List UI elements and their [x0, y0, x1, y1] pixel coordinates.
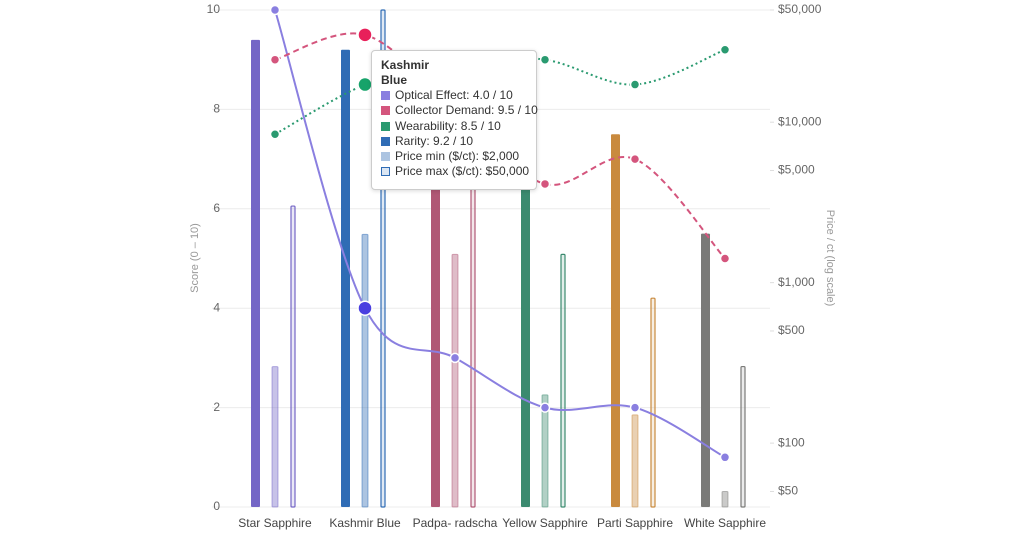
tooltip-title: Blue: [381, 73, 408, 87]
bar: [361, 233, 369, 508]
point: [449, 352, 461, 364]
x-tick-label: Kashmir Blue: [329, 516, 401, 530]
x-tick-label: White Sapphire: [684, 516, 766, 530]
tooltip-item: Price max ($/ct): $50,000: [381, 164, 530, 179]
bar: [271, 366, 279, 508]
point: [629, 402, 641, 413]
y-tick-label: 6: [213, 201, 220, 215]
y-tick-label: 8: [213, 102, 220, 116]
bar: [650, 297, 656, 508]
tooltip-item: Collector Demand: 9.5 / 10: [381, 103, 538, 118]
point: [357, 76, 373, 93]
bar: [560, 253, 566, 508]
tooltip-item: Wearability: 8.5 / 10: [381, 119, 527, 134]
point: [357, 300, 373, 316]
bar: [451, 253, 459, 508]
point: [269, 4, 281, 16]
swatch: [381, 91, 390, 100]
y2-tick-label: $50,000: [778, 2, 822, 16]
y-tick-label: 10: [207, 2, 221, 16]
point: [269, 129, 281, 140]
y2-axis-title: Price / ct (log scale): [824, 210, 836, 307]
tooltip-item: Wearability: 8.5 / 10: [395, 118, 501, 133]
swatch: [381, 167, 390, 177]
swatch: [381, 121, 390, 131]
y-tick-label: 2: [213, 400, 220, 414]
point: [539, 54, 551, 65]
swatch: [381, 136, 390, 146]
tooltip-item: Rarity: 9.2 / 10: [381, 134, 527, 149]
tooltip-item: Price min ($/ct): $2,000: [395, 149, 520, 164]
y2-tick-label: $500: [778, 323, 805, 337]
bar: [701, 233, 710, 507]
x-tick-label: Yellow Sapphire: [502, 516, 588, 530]
y2-tick-label: $50: [778, 484, 798, 498]
point: [269, 54, 281, 65]
tooltip-item: Optical Effect: 4.0 / 10: [395, 88, 513, 102]
bar: [740, 365, 746, 508]
point: [719, 44, 731, 56]
bar: [251, 39, 260, 507]
tooltip-item: Rarity: 9.2 / 10: [395, 133, 474, 148]
tooltip-title: Kashmir: [381, 58, 430, 72]
swatch: [381, 106, 390, 116]
tooltip-item: Optical Effect: 4.0 / 10: [381, 88, 527, 103]
tooltip: Kashmir Blue Optical Effect: 4.0 / 10 Colle…: [371, 50, 538, 190]
x-tick-label: Parti Sapphire: [597, 516, 673, 530]
point: [719, 253, 731, 264]
bar: [611, 134, 620, 507]
y2-tick-label: $10,000: [778, 114, 822, 128]
line: [274, 48, 726, 136]
tooltip-item: Price max ($/ct): $50,000: [395, 164, 530, 179]
bar: [631, 414, 639, 508]
x-tick-label: Padpa- radscha: [413, 516, 498, 530]
bar: [541, 394, 549, 508]
y-tick-label: 0: [213, 499, 220, 513]
point: [629, 79, 641, 90]
point: [629, 153, 641, 165]
y-tick-label: 4: [213, 300, 220, 314]
bar: [521, 109, 530, 508]
point: [357, 27, 373, 43]
y2-tick-label: $1,000: [778, 275, 815, 289]
bar: [721, 490, 729, 508]
y2-tick-label: $100: [778, 435, 805, 449]
tooltip-item: Collector Demand: 9.5 / 10: [395, 103, 538, 118]
y2-tick-label: $5,000: [778, 163, 815, 177]
tooltip-item: Price min ($/ct): $2,000: [381, 149, 527, 164]
bar: [341, 49, 350, 507]
point: [539, 178, 551, 190]
x-tick-label: Star Sapphire: [238, 516, 312, 530]
y-axis-title: Score (0 – 10): [189, 223, 201, 293]
swatch: [381, 152, 390, 162]
bar: [290, 205, 296, 508]
point: [719, 452, 731, 463]
point: [539, 402, 551, 413]
